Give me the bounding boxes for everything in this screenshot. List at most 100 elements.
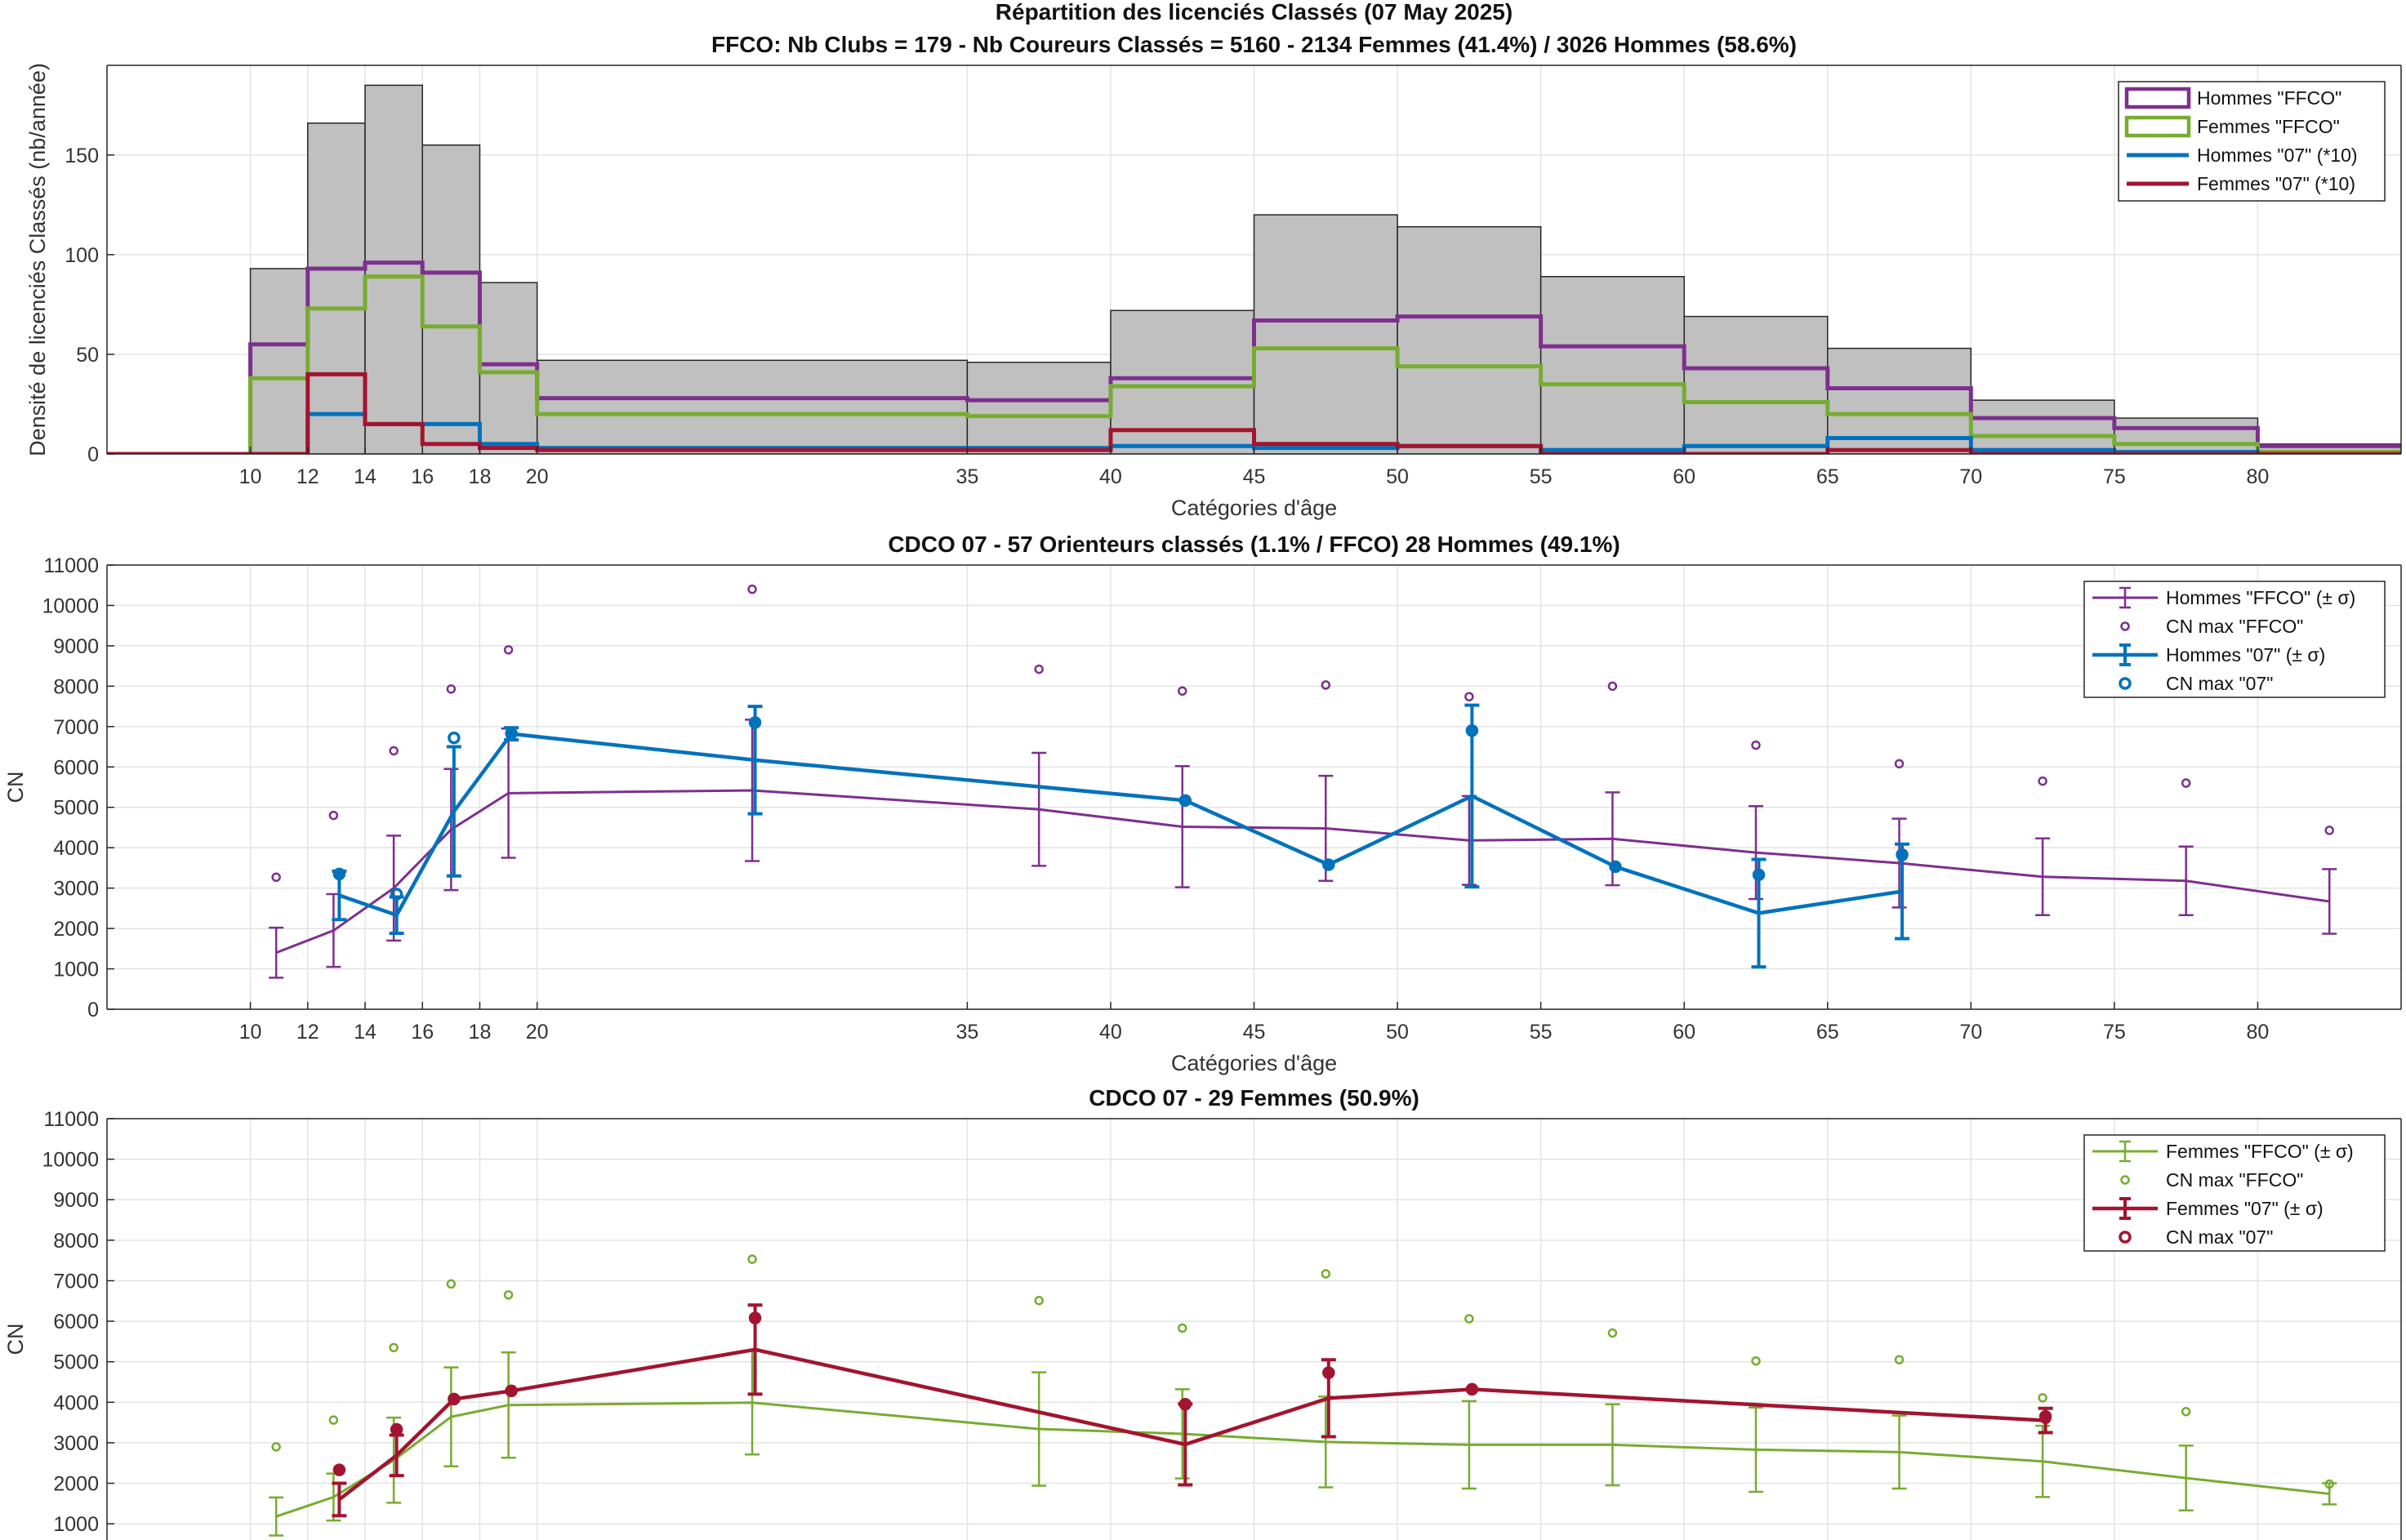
- cn-max-marker: [2324, 1479, 2334, 1489]
- x-tick-label: 14: [354, 465, 376, 488]
- y-axis-label: Densité de licenciés Classés (nb/année): [25, 63, 50, 456]
- x-tick-label: 20: [526, 465, 549, 488]
- y-tick-label: 11000: [43, 1108, 99, 1131]
- x-tick-label: 80: [2247, 1021, 2270, 1044]
- cn-max-marker: [389, 746, 399, 756]
- x-tick-label: 45: [1243, 1021, 1266, 1044]
- legend-entry: Femmes "FFCO": [2124, 115, 2340, 138]
- cn-max-marker: [1894, 1355, 1905, 1364]
- x-tick-label: 12: [296, 1021, 319, 1044]
- legend: Hommes "FFCO" Femmes "FFCO" Hommes "07" (*…: [2118, 81, 2386, 202]
- x-tick-label: 65: [1816, 465, 1839, 488]
- legend-label: CN max "FFCO": [2166, 1169, 2303, 1191]
- total-bar: [249, 268, 309, 454]
- x-tick-label: 35: [956, 465, 978, 488]
- cn-max-marker: [503, 645, 514, 655]
- chart-panel-2: 0 1000 2000 3000 4000 5000 6000 7000 8000 9000 100…: [3, 532, 2402, 1075]
- cn-max-marker: [1607, 681, 1618, 692]
- cn-max-marker: [446, 1279, 457, 1289]
- data-point: [1896, 850, 1909, 862]
- x-tick-label: 60: [1673, 1021, 1695, 1044]
- legend-entry: Femmes "FFCO" (± σ): [2092, 1140, 2354, 1163]
- series-5: [333, 716, 1909, 881]
- total-bar: [536, 359, 969, 454]
- legend-entry: Femmes "07" (*10): [2127, 173, 2355, 194]
- cn-max-marker: [1464, 1314, 1474, 1324]
- total-bar: [1970, 399, 2115, 454]
- y-tick-label: 8000: [53, 675, 99, 698]
- x-tick-label: 16: [411, 465, 434, 488]
- x-tick-label: 10: [239, 1021, 262, 1044]
- chart-subtitle: FFCO: Nb Clubs = 179 - Nb Coureurs Class…: [711, 32, 1797, 57]
- series-5: [333, 1312, 2052, 1476]
- cn-max-marker: [390, 888, 403, 901]
- legend-entry: Femmes "07" (± σ): [2092, 1197, 2324, 1220]
- data-point: [390, 1423, 403, 1435]
- cn-max-marker: [2324, 826, 2334, 835]
- y-tick-label: 1000: [53, 959, 99, 981]
- data-point: [333, 869, 345, 881]
- legend-entry: Hommes "07" (*10): [2127, 145, 2358, 166]
- legend-swatch: [2119, 1231, 2132, 1244]
- legend-swatch: [2120, 621, 2130, 631]
- x-tick-label: 70: [1959, 465, 1982, 488]
- x-tick-label: 55: [1530, 1021, 1553, 1044]
- cn-max-marker: [1177, 1323, 1187, 1333]
- total-bar: [966, 361, 1112, 454]
- series-stairs-2: [107, 274, 2401, 454]
- legend: Femmes "FFCO" (± σ) CN max "FFCO" Femmes "…: [2083, 1134, 2386, 1252]
- cn-max-marker: [446, 684, 457, 694]
- series-2: [271, 1254, 2334, 1489]
- y-tick-label: 5000: [53, 1351, 99, 1374]
- cn-max-marker: [448, 731, 461, 745]
- legend-swatch: [2124, 115, 2191, 138]
- y-tick-label: 9000: [53, 635, 99, 658]
- cn-max-marker: [1177, 686, 1187, 697]
- total-bar: [1397, 225, 1542, 454]
- x-axis-label: Catégories d'âge: [1171, 1051, 1337, 1075]
- cn-max-marker: [271, 1442, 281, 1452]
- total-bar: [307, 122, 366, 454]
- data-point: [1466, 1383, 1478, 1395]
- y-tick-label: 1000: [53, 1513, 99, 1536]
- legend-label: Hommes "07" (*10): [2197, 145, 2358, 166]
- x-tick-label: 75: [2103, 1021, 2126, 1044]
- plot-content: [107, 84, 2401, 454]
- data-point: [1179, 1398, 1192, 1410]
- x-tick-label: 35: [956, 1021, 978, 1044]
- y-tick-label: 4000: [53, 837, 99, 860]
- y-tick-label: 6000: [53, 756, 99, 779]
- grid: [107, 565, 2401, 1009]
- x-tick-label: 18: [469, 465, 492, 488]
- total-bar: [479, 282, 538, 454]
- y-axis-label: CN: [3, 772, 28, 803]
- y-tick-label: 8000: [53, 1230, 99, 1253]
- data-point: [749, 716, 761, 728]
- legend-label: Femmes "FFCO" (± σ): [2166, 1141, 2354, 1162]
- legend-entry: Hommes "FFCO": [2124, 87, 2341, 109]
- total-bar: [1683, 315, 1829, 454]
- x-tick-label: 50: [1386, 1021, 1409, 1044]
- data-point: [2039, 1413, 2052, 1425]
- legend-entry: Hommes "FFCO" (± σ): [2092, 586, 2355, 609]
- data-point: [1322, 1367, 1334, 1379]
- y-tick-label: 3000: [53, 1432, 99, 1455]
- data-point: [1322, 858, 1334, 870]
- y-tick-label: 0: [87, 443, 99, 466]
- x-tick-label: 10: [239, 465, 262, 488]
- legend-entry: CN max "07": [2119, 1226, 2273, 1248]
- legend-label: Hommes "07" (± σ): [2166, 644, 2325, 665]
- total-bar: [2114, 417, 2259, 454]
- cn-max-marker: [1751, 740, 1761, 750]
- cn-max-marker: [328, 1415, 339, 1425]
- legend-label: Hommes "FFCO" (± σ): [2166, 587, 2355, 608]
- y-tick-label: 4000: [53, 1391, 99, 1414]
- legend-entry: Hommes "07" (± σ): [2092, 643, 2325, 666]
- data-point: [448, 1393, 460, 1405]
- x-tick-label: 50: [1386, 465, 1409, 488]
- y-tick-label: 6000: [53, 1311, 99, 1333]
- cn-max-marker: [1321, 680, 1331, 690]
- legend-entry: CN max "FFCO": [2120, 616, 2303, 637]
- legend-box: [2118, 81, 2386, 202]
- cn-max-marker: [1464, 692, 1474, 701]
